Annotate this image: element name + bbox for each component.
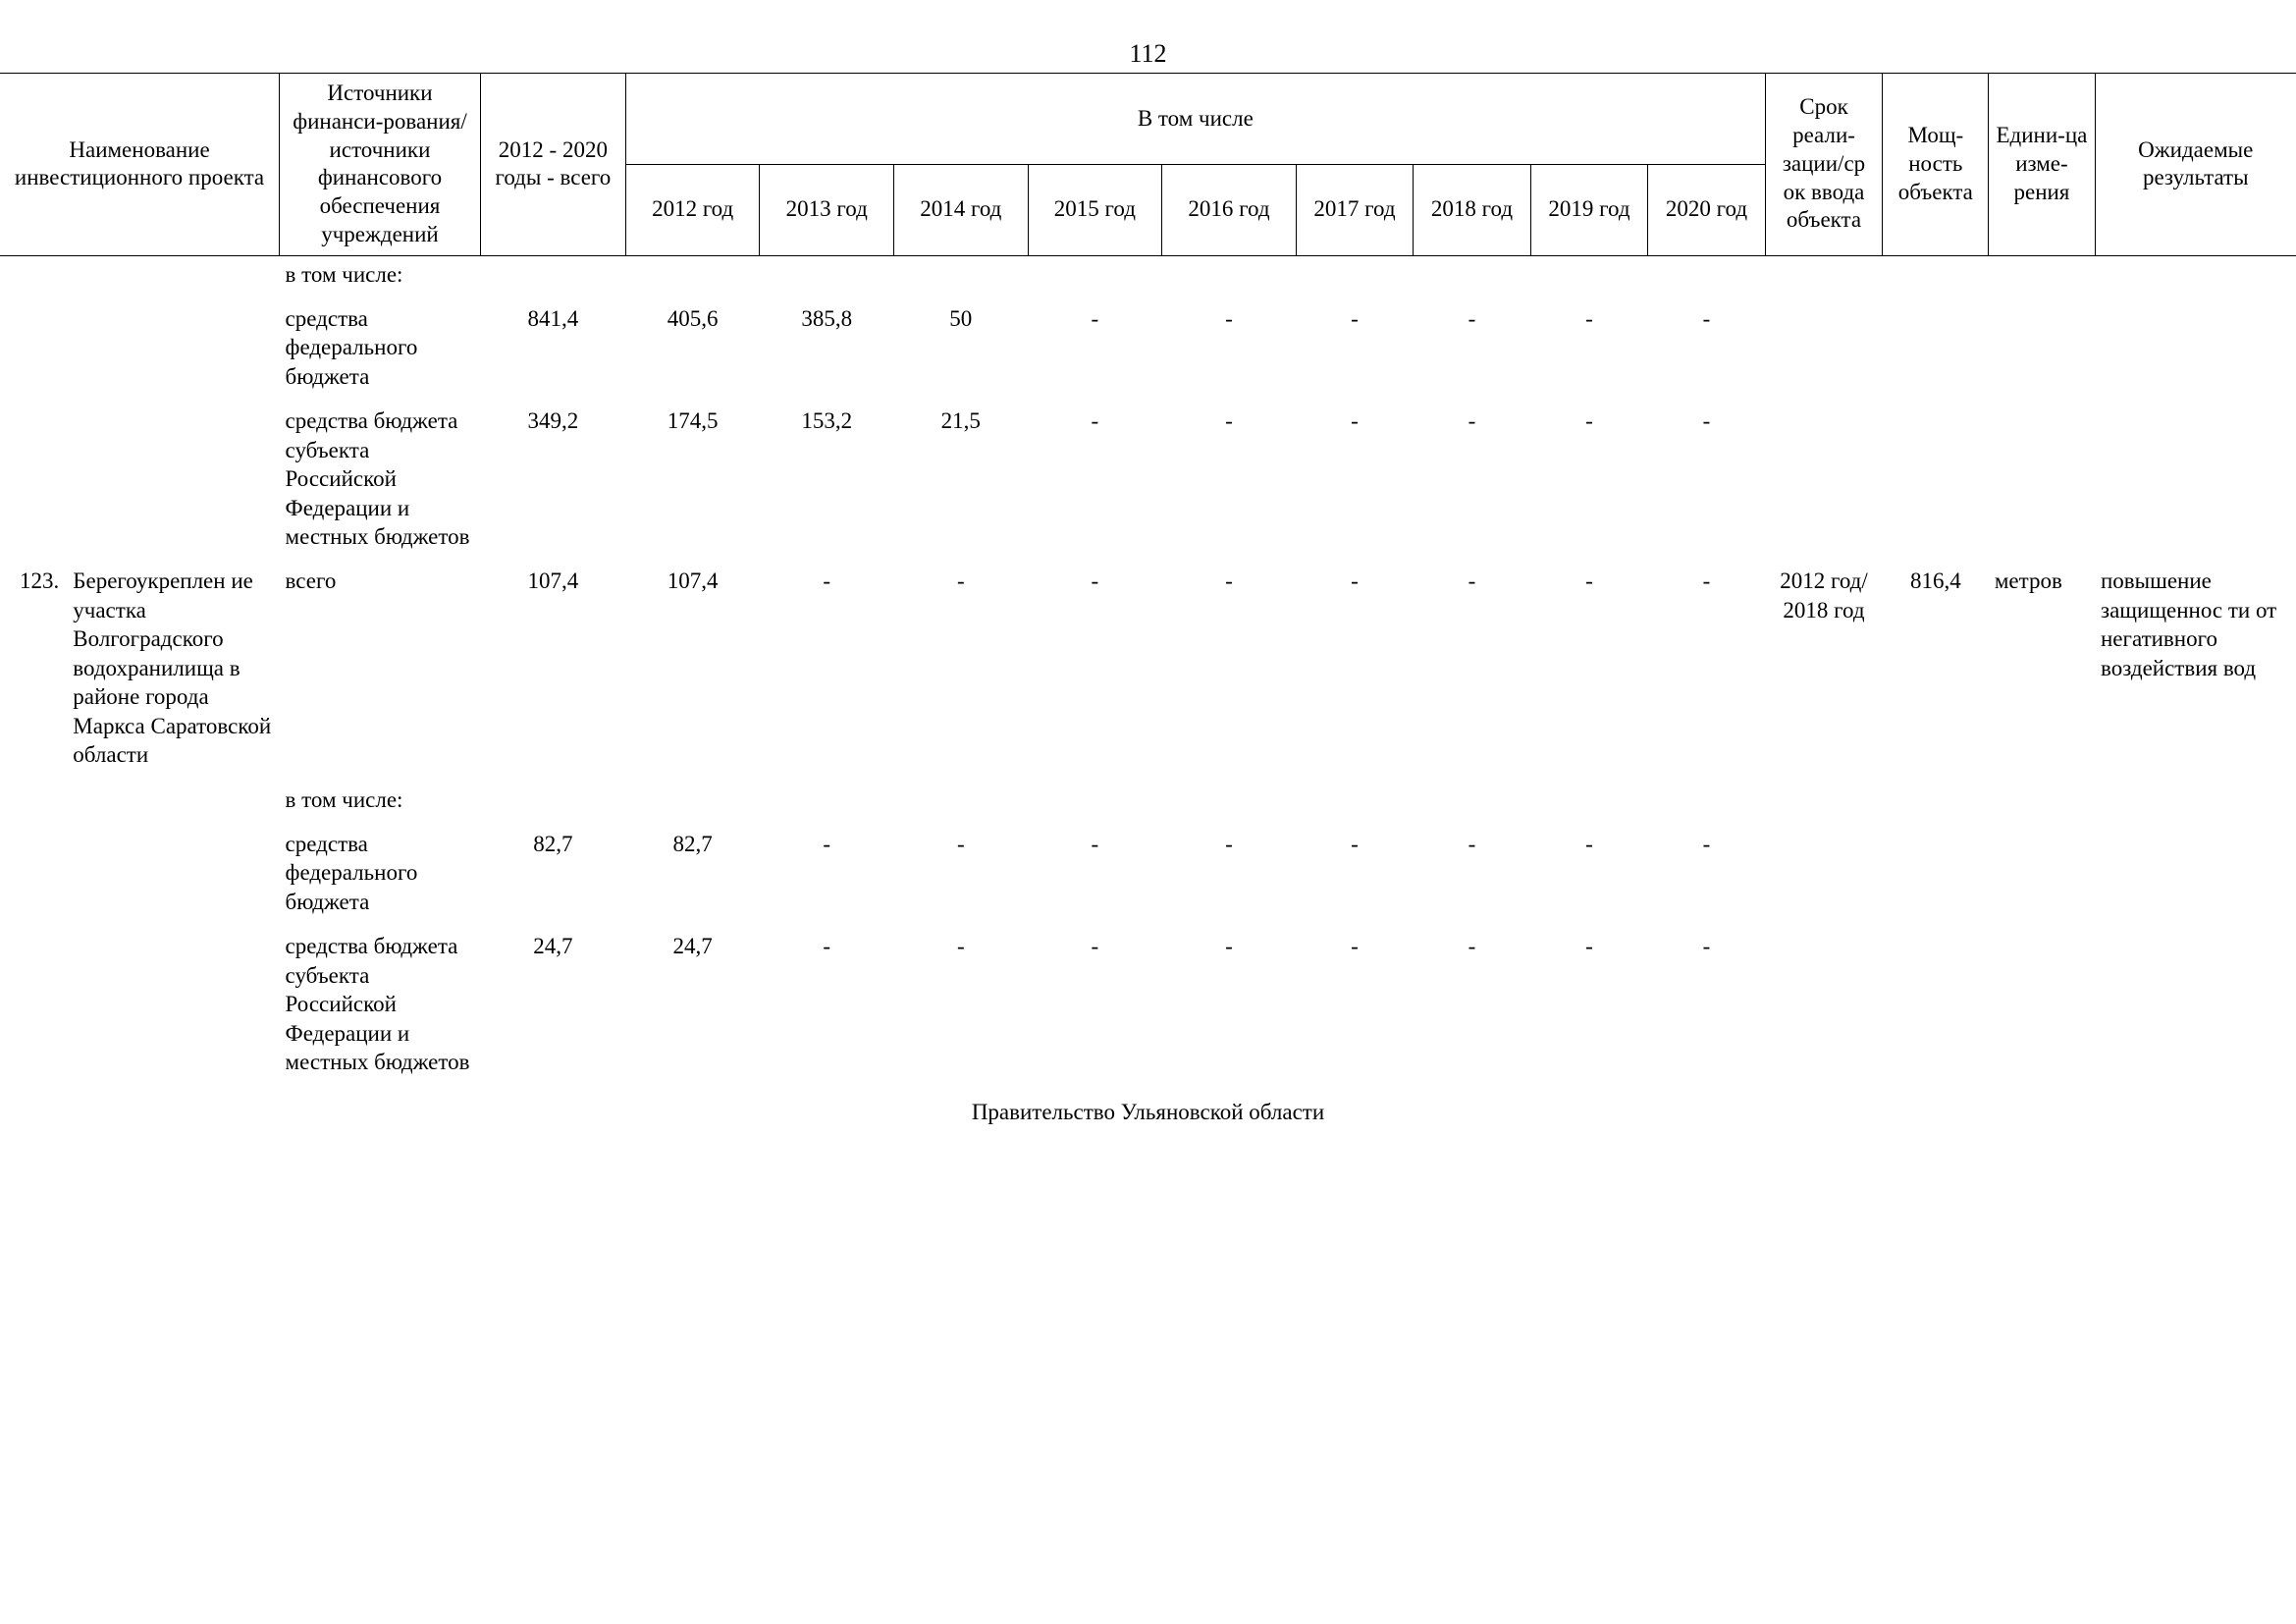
section-heading-row: Правительство Ульяновской области xyxy=(0,1080,2296,1132)
table-row: средства бюджета субъекта Российской Фед… xyxy=(0,928,2296,1080)
table-row: 123. Берегоукреплен ие участка Волгоград… xyxy=(0,563,2296,773)
page-number: 112 xyxy=(0,39,2296,69)
cell-source: средства федерального бюджета xyxy=(280,300,481,395)
cell-power: 816,4 xyxy=(1883,563,1989,773)
th-unit: Едини-ца изме-рения xyxy=(1989,74,2095,256)
th-year: 2020 год xyxy=(1648,164,1766,255)
th-year: 2012 год xyxy=(625,164,760,255)
table-row: средства федерального бюджета 82,7 82,7 … xyxy=(0,826,2296,920)
th-year: 2019 год xyxy=(1530,164,1648,255)
cell-source: средства бюджета субъекта Российской Фед… xyxy=(280,928,481,1080)
cell-source: всего xyxy=(280,563,481,773)
th-including: В том числе xyxy=(625,74,1765,165)
cell-project-name: Берегоукреплен ие участка Волгоградского… xyxy=(67,563,279,773)
th-year: 2018 год xyxy=(1414,164,1531,255)
th-year: 2014 год xyxy=(894,164,1029,255)
th-project-name: Наименование инвестиционного проекта xyxy=(0,74,280,256)
cell-unit: метров xyxy=(1989,563,2095,773)
th-total: 2012 - 2020 годы - всего xyxy=(480,74,625,256)
cell-srok: 2012 год/ 2018 год xyxy=(1765,563,1883,773)
investment-table: Наименование инвестиционного проекта Ист… xyxy=(0,73,2296,1133)
table-row: в том числе: xyxy=(0,255,2296,293)
th-srok: Срок реали-зации/ср ок ввода объекта xyxy=(1765,74,1883,256)
th-result: Ожидаемые результаты xyxy=(2095,74,2296,256)
th-year: 2017 год xyxy=(1296,164,1414,255)
table-row: средства федерального бюджета 841,4 405,… xyxy=(0,300,2296,395)
cell-source: в том числе: xyxy=(280,255,481,293)
cell-source: в том числе: xyxy=(280,782,481,818)
th-sources: Источники финанси-рования/источники фина… xyxy=(280,74,481,256)
table-row: средства бюджета субъекта Российской Фед… xyxy=(0,403,2296,555)
th-year: 2015 год xyxy=(1028,164,1162,255)
th-year: 2016 год xyxy=(1162,164,1297,255)
th-power: Мощ-ность объекта xyxy=(1883,74,1989,256)
cell-source: средства федерального бюджета xyxy=(280,826,481,920)
cell-result: повышение защищеннос ти от негативного в… xyxy=(2095,563,2296,773)
section-heading: Правительство Ульяновской области xyxy=(0,1080,2296,1132)
cell-source: средства бюджета субъекта Российской Фед… xyxy=(280,403,481,555)
table-row: в том числе: xyxy=(0,782,2296,818)
th-year: 2013 год xyxy=(760,164,894,255)
cell-index: 123. xyxy=(0,563,67,773)
